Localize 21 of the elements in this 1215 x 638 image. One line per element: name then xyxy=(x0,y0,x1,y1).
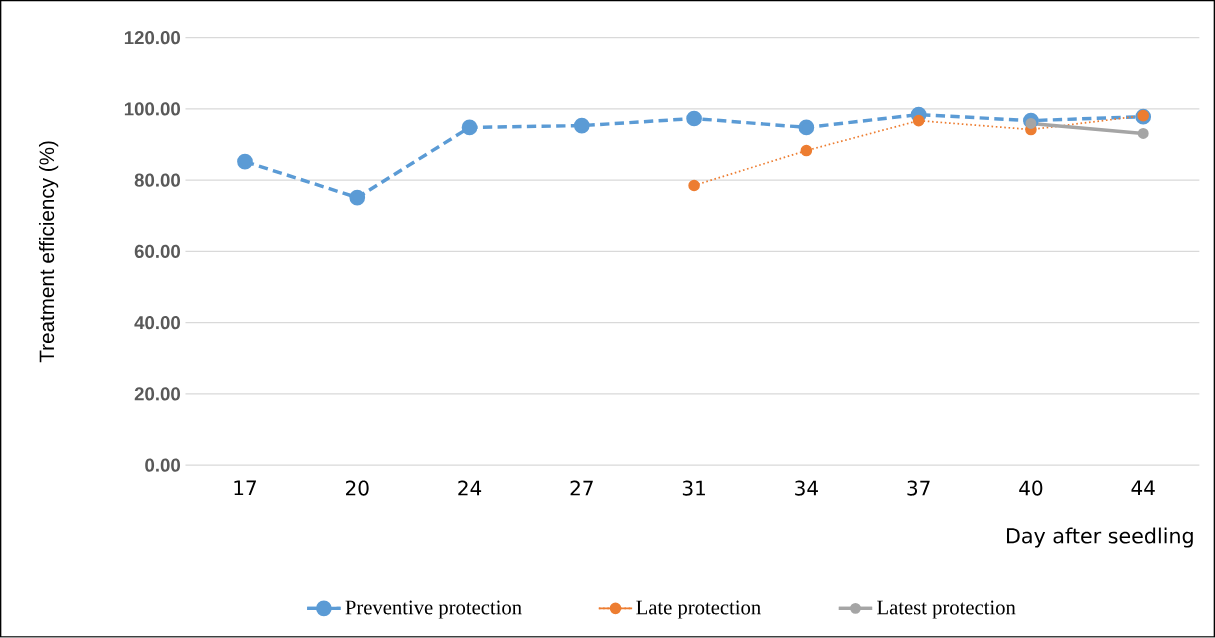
y-tick-label: 0.00 xyxy=(145,458,180,472)
y-tick-label: 100.00 xyxy=(124,102,180,116)
legend-label: Preventive protection xyxy=(345,600,522,619)
x-tick-label: 34 xyxy=(795,480,818,496)
y-tick-label: 60.00 xyxy=(134,244,180,259)
legend-label: Latest protection xyxy=(877,600,1016,619)
x-tick-label: 20 xyxy=(346,480,369,496)
y-axis-title: Treatment efficiency (%) xyxy=(38,141,59,363)
legend-label: Late protection xyxy=(636,600,761,619)
x-tick-label: 37 xyxy=(907,480,930,496)
y-tick-label: 120.00 xyxy=(124,31,180,45)
x-tick-label: 44 xyxy=(1131,480,1155,496)
y-tick-label: 20.00 xyxy=(134,387,180,401)
x-tick-label: 31 xyxy=(682,480,705,496)
x-tick-label: 17 xyxy=(234,480,256,496)
y-tick-label: 40.00 xyxy=(134,316,180,330)
x-tick-label: 40 xyxy=(1019,480,1043,496)
x-tick-label: 27 xyxy=(570,480,593,496)
x-tick-label: 24 xyxy=(458,480,482,496)
y-tick-label: 80.00 xyxy=(134,173,180,187)
x-axis-title: Day after seedling xyxy=(1007,527,1193,548)
